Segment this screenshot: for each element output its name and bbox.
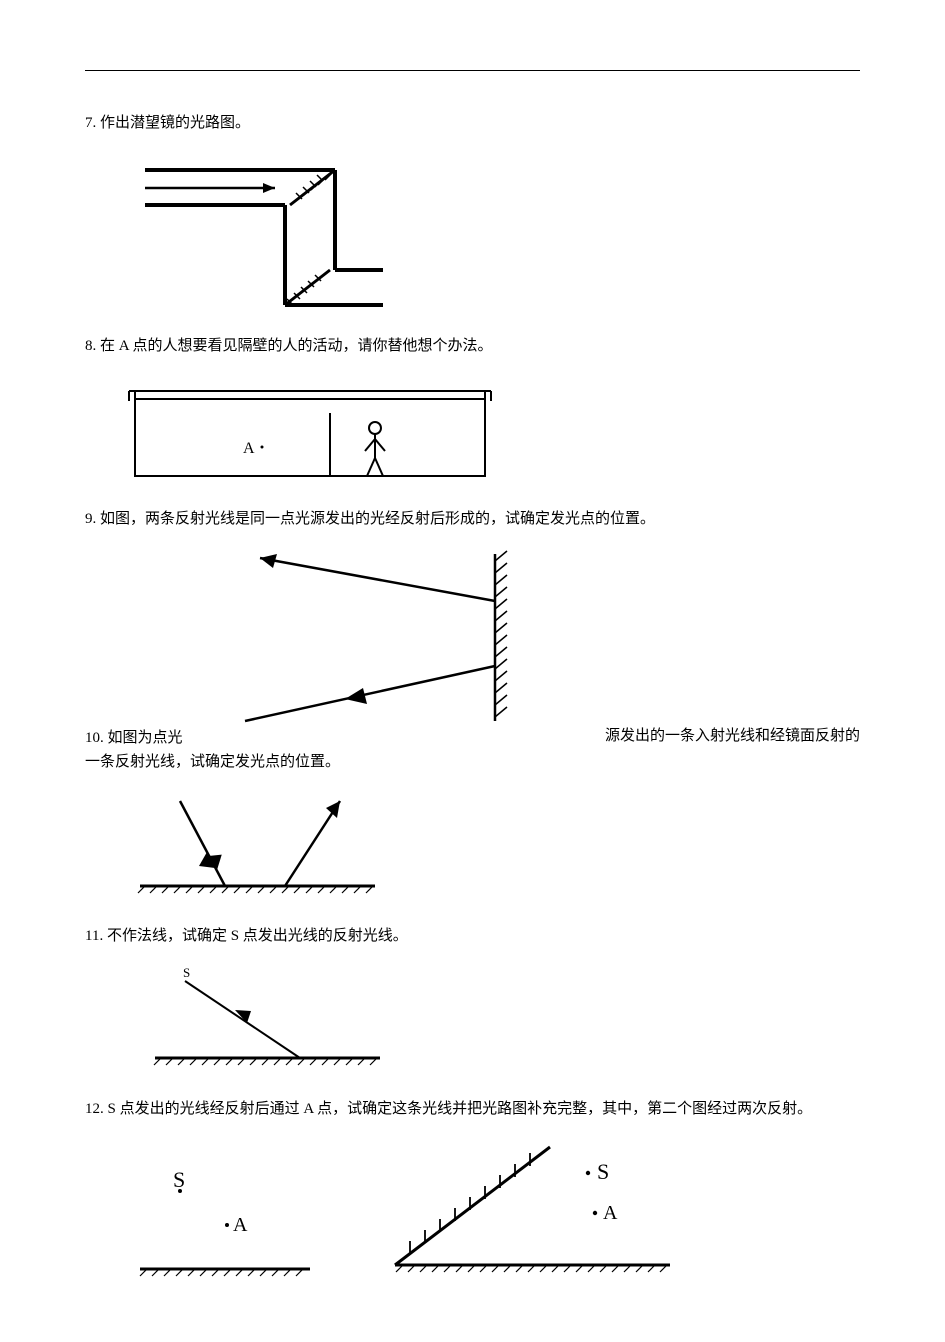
q11-text: 11. 不作法线，试确定 S 点发出光线的反射光线。 [85, 924, 860, 948]
q12-figures: S A [125, 1137, 860, 1282]
q7-figure [125, 150, 860, 310]
q12-left-svg: S A [125, 1147, 315, 1282]
q9-body: 如图，两条反射光线是同一点光源发出的光经反射后形成的，试确定发光点的位置。 [100, 511, 655, 527]
question-11: 11. 不作法线，试确定 S 点发出光线的反射光线。 [85, 924, 860, 1073]
q11-svg: S [125, 963, 385, 1073]
q9-q10-layout: 10. 如图为点光 源发出的一条入射光线和经镜面反射的 一条反射光线，试确定发光… [85, 546, 860, 906]
q11-body: 不作法线，试确定 S 点发出光线的反射光线。 [107, 928, 408, 944]
question-12: 12. S 点发出的光线经反射后通过 A 点，试确定这条光线并把光路图补充完整，… [85, 1097, 860, 1282]
q9-figure [215, 546, 535, 726]
q10-prefix: 10. 如图为点光 [85, 730, 183, 746]
q11-figure: S [125, 963, 860, 1073]
q10-svg [125, 786, 385, 906]
label-S-right: S [597, 1159, 609, 1184]
q12-number: 12. [85, 1101, 104, 1117]
q8-body: 在 A 点的人想要看见隔壁的人的活动，请你替他想个办法。 [100, 338, 493, 354]
reflection-svg [215, 546, 535, 726]
label-A: A [243, 440, 255, 457]
label-A-right: A [603, 1202, 618, 1224]
q12-text: 12. S 点发出的光线经反射后通过 A 点，试确定这条光线并把光路图补充完整，… [85, 1097, 860, 1121]
periscope-svg [125, 150, 385, 310]
question-8: 8. 在 A 点的人想要看见隔壁的人的活动，请你替他想个办法。 [85, 334, 860, 483]
q9-text: 9. 如图，两条反射光线是同一点光源发出的光经反射后形成的，试确定发光点的位置。 [85, 507, 860, 531]
q9-number: 9. [85, 511, 96, 527]
q10-text-left: 如图为点光 [108, 730, 183, 746]
question-7: 7. 作出潜望镜的光路图。 [85, 111, 860, 310]
q7-number: 7. [85, 115, 96, 131]
q12-right-svg: S A [375, 1137, 675, 1282]
q7-body: 作出潜望镜的光路图。 [100, 115, 250, 131]
q10-line2: 一条反射光线，试确定发光点的位置。 [85, 750, 860, 774]
page-rule [85, 70, 860, 71]
label-S: S [183, 965, 190, 980]
room-svg: A [125, 373, 495, 483]
q8-number: 8. [85, 338, 96, 354]
document-page: 7. 作出潜望镜的光路图。 [0, 0, 945, 1342]
q8-figure: A [125, 373, 860, 483]
question-9: 9. 如图，两条反射光线是同一点光源发出的光经反射后形成的，试确定发光点的位置。 [85, 507, 860, 531]
q10-number: 10. [85, 730, 104, 746]
label-S-left: S [173, 1167, 185, 1192]
label-A-left: A [233, 1214, 248, 1236]
q8-text: 8. 在 A 点的人想要看见隔壁的人的活动，请你替他想个办法。 [85, 334, 860, 358]
q10-text-right: 源发出的一条入射光线和经镜面反射的 [605, 724, 860, 750]
q11-number: 11. [85, 928, 103, 944]
q12-body: S 点发出的光线经反射后通过 A 点，试确定这条光线并把光路图补充完整，其中，第… [108, 1101, 813, 1117]
q7-text: 7. 作出潜望镜的光路图。 [85, 111, 860, 135]
q10-figure [125, 786, 860, 906]
